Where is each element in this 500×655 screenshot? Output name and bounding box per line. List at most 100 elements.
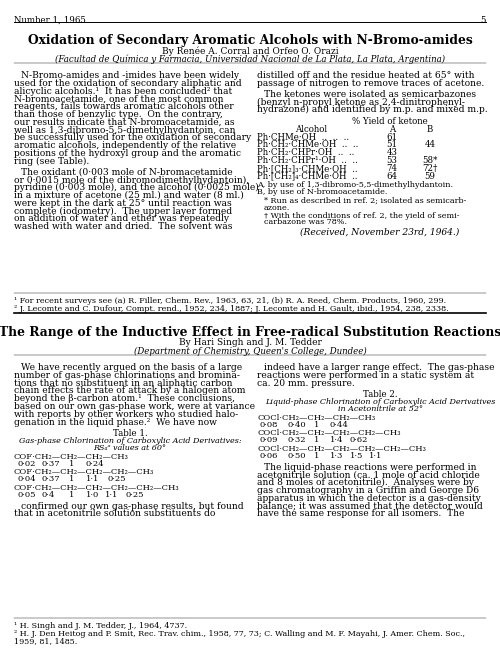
Text: 0·04: 0·04 <box>17 475 36 483</box>
Text: 0·40: 0·40 <box>287 421 306 428</box>
Text: Table 2.: Table 2. <box>362 390 398 400</box>
Text: 1·3: 1·3 <box>330 452 344 460</box>
Text: Ph·CH₂·CHPr·OH  ..  ..: Ph·CH₂·CHPr·OH .. .. <box>257 148 354 157</box>
Text: azone.: azone. <box>264 204 290 212</box>
Text: aromatic alcohols, independently of the relative: aromatic alcohols, independently of the … <box>14 141 236 150</box>
Text: Ph·[CH₂]₄·CHMe·OH  ..: Ph·[CH₂]₄·CHMe·OH .. <box>257 172 358 181</box>
Text: ca. 20 mm. pressure.: ca. 20 mm. pressure. <box>257 379 355 388</box>
Text: reactions were performed in a static system at: reactions were performed in a static sys… <box>257 371 474 380</box>
Text: N-Bromo-amides and -imides have been widely: N-Bromo-amides and -imides have been wid… <box>21 71 239 80</box>
Text: * Run as described in ref. 2; isolated as semicarb-: * Run as described in ref. 2; isolated a… <box>264 197 466 205</box>
Text: 64: 64 <box>386 172 398 181</box>
Text: with reports by other workers who studied halo-: with reports by other workers who studie… <box>14 410 238 419</box>
Text: The ketones were isolated as semicarbazones: The ketones were isolated as semicarbazo… <box>264 90 476 99</box>
Text: 0·06: 0·06 <box>260 452 278 460</box>
Text: Number 1, 1965: Number 1, 1965 <box>14 16 86 25</box>
Text: By Renée A. Corral and Orfeo O. Orazi: By Renée A. Corral and Orfeo O. Orazi <box>162 46 338 56</box>
Text: COCl·CH₂—CH₂—CH₂—CH₂—CH₂—CH₃: COCl·CH₂—CH₂—CH₂—CH₂—CH₂—CH₃ <box>257 445 426 453</box>
Text: COF·CH₂—CH₂—CH₂—CH₂—CH₂—CH₃: COF·CH₂—CH₂—CH₂—CH₂—CH₂—CH₃ <box>14 484 179 492</box>
Text: 0·08: 0·08 <box>260 421 278 428</box>
Text: Ph·CHMe·OH  ..  ..  ..: Ph·CHMe·OH .. .. .. <box>257 132 349 141</box>
Text: 43: 43 <box>386 148 398 157</box>
Text: 1: 1 <box>314 421 320 428</box>
Text: tions that no substituent in an aliphatic carbon: tions that no substituent in an aliphati… <box>14 379 232 388</box>
Text: 0·44: 0·44 <box>330 421 349 428</box>
Text: Table 1.: Table 1. <box>112 430 148 438</box>
Text: 1·1: 1·1 <box>86 475 100 483</box>
Text: in a mixture of acetone (25 ml.) and water (8 ml.): in a mixture of acetone (25 ml.) and wat… <box>14 191 244 200</box>
Text: our results indicate that N-bromoacetamide, as: our results indicate that N-bromoacetami… <box>14 118 234 127</box>
Text: distilled off and the residue heated at 65° with: distilled off and the residue heated at … <box>257 71 474 80</box>
Text: 0·50: 0·50 <box>287 452 306 460</box>
Text: 53: 53 <box>386 156 398 165</box>
Text: Ph·CH₂·CHMe·OH  ..  ..: Ph·CH₂·CHMe·OH .. .. <box>257 140 358 149</box>
Text: apparatus in which the detector is a gas-density: apparatus in which the detector is a gas… <box>257 494 481 503</box>
Text: 1·1: 1·1 <box>369 452 382 460</box>
Text: 1·5: 1·5 <box>350 452 364 460</box>
Text: Liquid-phase Chlorination of Carboxylic Acid Derivatives: Liquid-phase Chlorination of Carboxylic … <box>265 398 495 406</box>
Text: ¹ H. Singh and J. M. Tedder, J., 1964, 4737.: ¹ H. Singh and J. M. Tedder, J., 1964, 4… <box>14 622 187 630</box>
Text: The Range of the Inductive Effect in Free-radical Substitution Reactions: The Range of the Inductive Effect in Fre… <box>0 326 500 339</box>
Text: 0·02: 0·02 <box>17 460 36 468</box>
Text: 1: 1 <box>69 491 74 499</box>
Text: 1: 1 <box>69 460 74 468</box>
Text: 0·62: 0·62 <box>350 436 368 444</box>
Text: washed with water and dried.  The solvent was: washed with water and dried. The solvent… <box>14 222 232 231</box>
Text: based on our own gas-phase work, were at variance: based on our own gas-phase work, were at… <box>14 402 255 411</box>
Text: 1·4: 1·4 <box>330 436 344 444</box>
Text: Alcohol: Alcohol <box>295 125 327 134</box>
Text: 58*: 58* <box>422 156 438 165</box>
Text: The liquid-phase reactions were performed in: The liquid-phase reactions were performe… <box>264 462 476 472</box>
Text: balance; it was assumed that the detector would: balance; it was assumed that the detecto… <box>257 502 483 511</box>
Text: B: B <box>427 125 433 134</box>
Text: † With the conditions of ref. 2, the yield of semi-: † With the conditions of ref. 2, the yie… <box>264 212 460 219</box>
Text: be successfully used for the oxidation of secondary: be successfully used for the oxidation o… <box>14 134 251 142</box>
Text: 0·4: 0·4 <box>42 491 56 499</box>
Text: 0·05: 0·05 <box>17 491 36 499</box>
Text: ring (see Table).: ring (see Table). <box>14 157 89 166</box>
Text: beyond the β-carbon atom.¹  These conclusions,: beyond the β-carbon atom.¹ These conclus… <box>14 394 235 403</box>
Text: on addition of water and ether was repeatedly: on addition of water and ether was repea… <box>14 214 229 223</box>
Text: gas chromatography in a Griffin and George D6: gas chromatography in a Griffin and Geor… <box>257 486 479 495</box>
Text: chain effects the rate of attack by a halogen atom: chain effects the rate of attack by a ha… <box>14 386 245 396</box>
Text: A: A <box>389 125 395 134</box>
Text: 1: 1 <box>69 475 74 483</box>
Text: 1: 1 <box>314 452 320 460</box>
Text: Oxidation of Secondary Aromatic Alcohols with N-Bromo-amides: Oxidation of Secondary Aromatic Alcohols… <box>28 34 472 47</box>
Text: B, by use of N-bromoacetamide.: B, by use of N-bromoacetamide. <box>257 188 388 196</box>
Text: ² H. J. Den Heitog and P. Smit, Rec. Trav. chim., 1958, 77, 73; C. Walling and M: ² H. J. Den Heitog and P. Smit, Rec. Tra… <box>14 630 465 638</box>
Text: COCl·CH₂—CH₂—CH₂—CH₃: COCl·CH₂—CH₂—CH₂—CH₃ <box>257 414 375 422</box>
Text: RSₐᵃ values at 60°: RSₐᵃ values at 60° <box>94 444 166 452</box>
Text: 72†: 72† <box>422 164 438 173</box>
Text: 1: 1 <box>314 436 320 444</box>
Text: (benzyl n-propyl ketone as 2,4-dinitrophenyl-: (benzyl n-propyl ketone as 2,4-dinitroph… <box>257 98 465 107</box>
Text: genation in the liquid phase.²  We have now: genation in the liquid phase.² We have n… <box>14 418 217 426</box>
Text: carbazone was 78%.: carbazone was 78%. <box>264 218 347 227</box>
Text: COCl·CH₂—CH₂—CH₂—CH₂—CH₃: COCl·CH₂—CH₂—CH₂—CH₂—CH₃ <box>257 430 400 438</box>
Text: Gas-phase Chlorination of Carboxylic Acid Derivatives:: Gas-phase Chlorination of Carboxylic Aci… <box>18 437 242 445</box>
Text: 44: 44 <box>424 140 436 149</box>
Text: 51: 51 <box>386 140 398 149</box>
Text: have the same response for all isomers.  The: have the same response for all isomers. … <box>257 510 464 518</box>
Text: than those of benzylic type.  On the contrary,: than those of benzylic type. On the cont… <box>14 110 223 119</box>
Text: Ph·CH₂·CHPr¹·OH  ..  ..: Ph·CH₂·CHPr¹·OH .. .. <box>257 156 358 165</box>
Text: (Facultad de Química y Farmacia, Universidad Nacional de La Plata, La Plata, Arg: (Facultad de Química y Farmacia, Univers… <box>55 55 445 64</box>
Text: 0·37: 0·37 <box>42 460 60 468</box>
Text: N-bromoacetamide, one of the most common: N-bromoacetamide, one of the most common <box>14 94 224 103</box>
Text: 61: 61 <box>386 132 398 141</box>
Text: 0·25: 0·25 <box>107 475 126 483</box>
Text: 0·25: 0·25 <box>125 491 144 499</box>
Text: used for the oxidation of secondary aliphatic and: used for the oxidation of secondary alip… <box>14 79 241 88</box>
Text: A, by use of 1,3-dibromo-5,5-dimethylhydantoin.: A, by use of 1,3-dibromo-5,5-dimethylhyd… <box>257 181 453 189</box>
Text: (Department of Chemistry, Queen's College, Dundee): (Department of Chemistry, Queen's Colleg… <box>134 347 366 356</box>
Text: 74: 74 <box>386 164 398 173</box>
Text: 0·24: 0·24 <box>86 460 104 468</box>
Text: in Acetonitrile at 52°: in Acetonitrile at 52° <box>338 405 422 413</box>
Text: were kept in the dark at 25° until reaction was: were kept in the dark at 25° until react… <box>14 199 232 208</box>
Text: acetonitrile solution (ca. 1 mole of acid chloride: acetonitrile solution (ca. 1 mole of aci… <box>257 470 480 479</box>
Text: reagents, fails towards aromatic alcohols other: reagents, fails towards aromatic alcohol… <box>14 102 234 111</box>
Text: hydrazone) and identified by m.p. and mixed m.p.: hydrazone) and identified by m.p. and mi… <box>257 105 488 115</box>
Text: confirmed our own gas-phase results, but found: confirmed our own gas-phase results, but… <box>21 502 244 511</box>
Text: complete (iodometry).  The upper layer formed: complete (iodometry). The upper layer fo… <box>14 206 232 215</box>
Text: and 8 moles of acetonitrile).  Analyses were by: and 8 moles of acetonitrile). Analyses w… <box>257 478 474 487</box>
